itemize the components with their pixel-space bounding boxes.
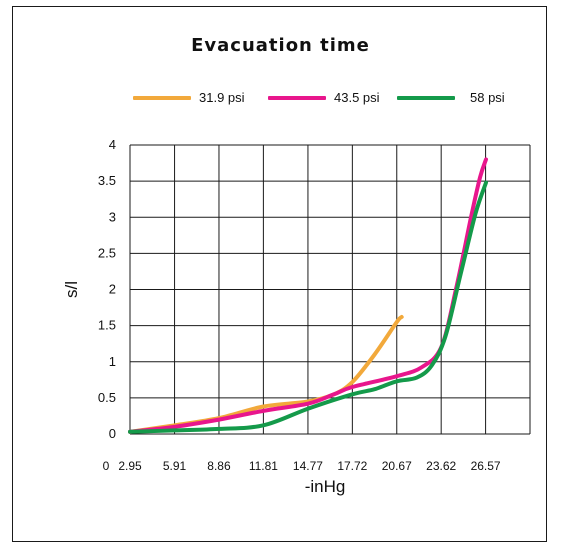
legend-label-58-psi: 58 psi (470, 90, 505, 105)
x-tick-label: 20.67 (382, 459, 412, 473)
y-tick-label: 1.5 (98, 318, 116, 333)
y-tick-label: 2.5 (98, 245, 116, 260)
x-tick-label: 2.95 (118, 459, 142, 473)
y-axis-label: s/l (62, 281, 81, 298)
chart-legend: 31.9 psi 43.5 psi 58 psi (0, 89, 561, 107)
x-tick-label: 26.57 (471, 459, 501, 473)
x-tick-label: 0 (103, 459, 110, 473)
y-tick-label: 1 (109, 354, 116, 369)
y-tick-label: 3.5 (98, 173, 116, 188)
legend-swatch-58-psi (397, 96, 455, 100)
x-tick-label: 5.91 (163, 459, 187, 473)
y-tick-label: 4 (109, 137, 116, 152)
y-tick-label: 2 (109, 282, 116, 297)
chart-title: Evacuation time (191, 35, 370, 56)
y-tick-label: 0 (109, 426, 116, 441)
legend-label-43-5-psi: 43.5 psi (334, 90, 380, 105)
x-tick-label: 8.86 (207, 459, 231, 473)
legend-label-31-9-psi: 31.9 psi (199, 90, 245, 105)
x-axis-label: -inHg (305, 477, 346, 496)
y-tick-label: 3 (109, 209, 116, 224)
x-tick-label: 17.72 (337, 459, 367, 473)
legend-swatch-31-9-psi (133, 96, 191, 100)
x-tick-label: 23.62 (426, 459, 456, 473)
legend-swatch-43-5-psi (268, 96, 326, 100)
y-tick-label: 0.5 (98, 390, 116, 405)
x-tick-label: 11.81 (249, 459, 278, 473)
series-line-43-5-psi (128, 157, 488, 434)
x-tick-label: 14.77 (293, 459, 323, 473)
series-line-58-psi (128, 180, 488, 434)
